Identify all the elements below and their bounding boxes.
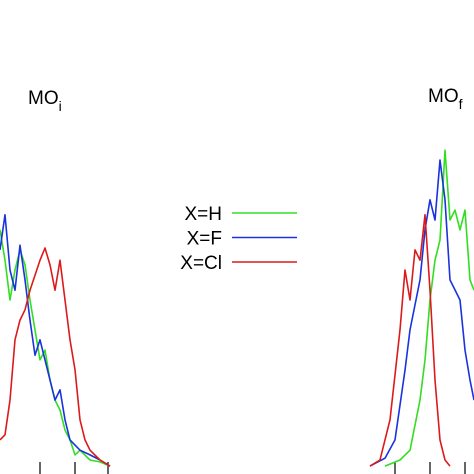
series-line xyxy=(0,214,451,467)
legend-label: X=H xyxy=(185,204,223,225)
annotation: MOf xyxy=(428,86,463,112)
series-line xyxy=(0,149,474,467)
legend-label: X=F xyxy=(187,229,222,250)
legend-label: X=Cl xyxy=(180,253,222,274)
annotation: MOi xyxy=(28,88,62,114)
series-line xyxy=(0,159,474,467)
